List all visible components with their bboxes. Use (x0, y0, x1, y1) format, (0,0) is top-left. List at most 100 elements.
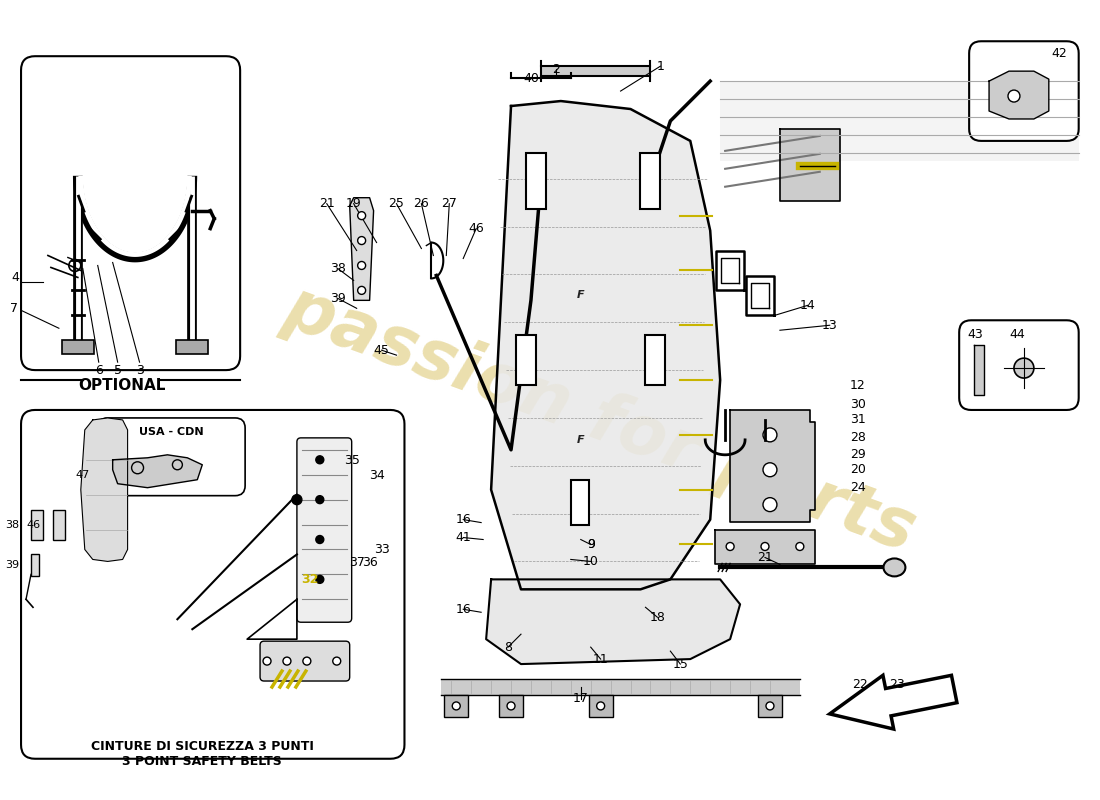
Circle shape (763, 498, 777, 512)
Ellipse shape (883, 558, 905, 576)
Text: 7: 7 (10, 302, 18, 315)
Text: 26: 26 (414, 197, 429, 210)
Text: 8: 8 (504, 641, 512, 654)
Text: 47: 47 (76, 470, 90, 480)
Circle shape (1008, 90, 1020, 102)
Text: 28: 28 (849, 431, 866, 444)
Text: USA - CDN: USA - CDN (139, 427, 204, 437)
Circle shape (452, 702, 460, 710)
Polygon shape (780, 129, 839, 201)
Polygon shape (350, 198, 374, 300)
Text: 12: 12 (849, 378, 866, 391)
Circle shape (292, 494, 301, 505)
Circle shape (316, 535, 323, 543)
Bar (53, 510, 65, 539)
Circle shape (796, 542, 804, 550)
Polygon shape (541, 66, 650, 76)
Circle shape (726, 542, 734, 550)
Circle shape (763, 428, 777, 442)
Polygon shape (486, 579, 740, 664)
Text: 17: 17 (573, 693, 588, 706)
Text: 40: 40 (522, 72, 539, 85)
Text: 23: 23 (890, 678, 905, 690)
Text: 3: 3 (135, 364, 143, 377)
Text: 39: 39 (330, 292, 345, 305)
Text: 35: 35 (343, 454, 360, 467)
Text: 13: 13 (822, 318, 837, 332)
Text: 9: 9 (586, 538, 595, 551)
Circle shape (316, 575, 323, 583)
Circle shape (596, 702, 605, 710)
Text: 18: 18 (649, 610, 666, 624)
Text: 22: 22 (851, 678, 868, 690)
Polygon shape (112, 455, 202, 488)
Bar (526, 153, 546, 209)
Text: 24: 24 (849, 481, 866, 494)
Text: 31: 31 (849, 414, 866, 426)
Text: 46: 46 (26, 519, 41, 530)
Circle shape (1014, 358, 1034, 378)
Bar (640, 153, 660, 209)
FancyBboxPatch shape (260, 641, 350, 681)
Polygon shape (491, 101, 720, 590)
Bar (176, 340, 208, 354)
Text: 37: 37 (349, 556, 364, 569)
Polygon shape (720, 81, 1079, 161)
Circle shape (358, 212, 365, 220)
Polygon shape (80, 418, 128, 562)
Text: 11: 11 (593, 653, 608, 666)
Text: 19: 19 (345, 197, 362, 210)
Text: passion for parts: passion for parts (276, 274, 925, 566)
Text: 4: 4 (11, 271, 19, 284)
Text: 30: 30 (849, 398, 866, 411)
Circle shape (763, 462, 777, 477)
Text: 38: 38 (4, 519, 19, 530)
Bar (31, 554, 38, 576)
Polygon shape (989, 71, 1048, 119)
FancyBboxPatch shape (297, 438, 352, 622)
Text: 41: 41 (455, 531, 471, 544)
Text: 3 POINT SAFETY BELTS: 3 POINT SAFETY BELTS (122, 755, 283, 768)
FancyArrow shape (829, 675, 957, 729)
Bar (646, 335, 666, 385)
Text: 14: 14 (800, 299, 816, 312)
Bar (588, 695, 613, 717)
Text: 29: 29 (849, 448, 866, 462)
Circle shape (333, 657, 341, 665)
Text: 21: 21 (319, 197, 334, 210)
Text: CINTURE DI SICUREZZA 3 PUNTI: CINTURE DI SICUREZZA 3 PUNTI (91, 740, 314, 754)
Text: 36: 36 (362, 556, 377, 569)
Text: 45: 45 (374, 344, 389, 357)
Text: 46: 46 (469, 222, 484, 235)
Polygon shape (441, 679, 800, 695)
FancyBboxPatch shape (21, 56, 240, 370)
Text: OPTIONAL: OPTIONAL (78, 378, 165, 393)
Bar (758, 695, 782, 717)
Text: 27: 27 (441, 197, 458, 210)
Circle shape (283, 657, 290, 665)
Text: F: F (576, 290, 584, 300)
Circle shape (358, 262, 365, 270)
Polygon shape (730, 410, 815, 522)
Polygon shape (715, 530, 815, 565)
Text: 25: 25 (388, 197, 405, 210)
Text: 5: 5 (113, 364, 122, 377)
Circle shape (302, 657, 311, 665)
Text: F: F (576, 435, 584, 445)
Bar (516, 335, 536, 385)
Text: 38: 38 (330, 262, 345, 275)
Circle shape (358, 286, 365, 294)
Text: 6: 6 (95, 364, 102, 377)
Text: 33: 33 (374, 543, 389, 556)
FancyBboxPatch shape (959, 320, 1079, 410)
FancyBboxPatch shape (969, 42, 1079, 141)
Text: 1: 1 (657, 60, 664, 73)
Text: 9: 9 (586, 538, 595, 551)
FancyBboxPatch shape (21, 410, 405, 758)
Text: 32: 32 (301, 573, 319, 586)
Text: 44: 44 (1009, 328, 1025, 342)
Text: 42: 42 (1050, 47, 1067, 60)
Text: 10: 10 (583, 555, 598, 568)
Text: 21: 21 (757, 551, 773, 564)
FancyBboxPatch shape (98, 418, 245, 496)
